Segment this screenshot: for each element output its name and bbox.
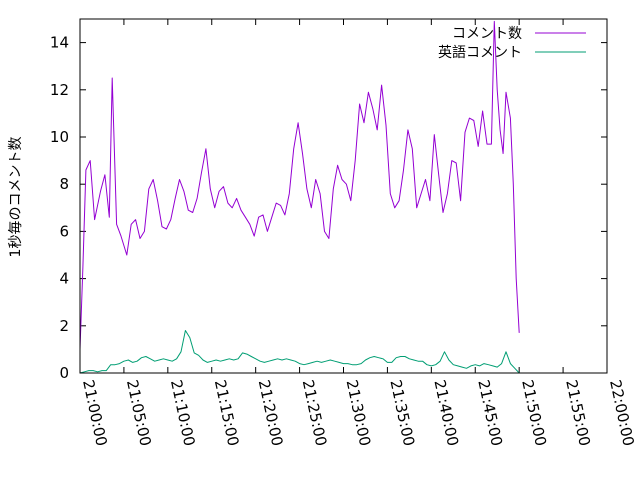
series-line-2 <box>79 330 520 374</box>
y-tick-label: 4 <box>59 270 69 288</box>
y-axis-ticks: 0 2 4 6 8 10 12 14 <box>50 34 607 382</box>
y-tick-label: 12 <box>50 81 69 99</box>
y-tick-label: 2 <box>59 317 69 335</box>
y-tick-label: 0 <box>59 364 69 382</box>
y-tick-label: 8 <box>59 175 69 193</box>
series-lines <box>79 20 520 374</box>
series-line-1 <box>79 20 520 350</box>
legend-label: コメント数 <box>452 26 522 42</box>
y-tick-label: 14 <box>50 34 69 52</box>
y-tick-label: 10 <box>50 128 69 146</box>
y-axis-label: 1秒毎のコメント数 <box>8 137 24 258</box>
plot-frame <box>79 18 608 374</box>
legend-label: 英語コメント <box>438 44 522 61</box>
y-tick-label: 6 <box>59 222 69 240</box>
